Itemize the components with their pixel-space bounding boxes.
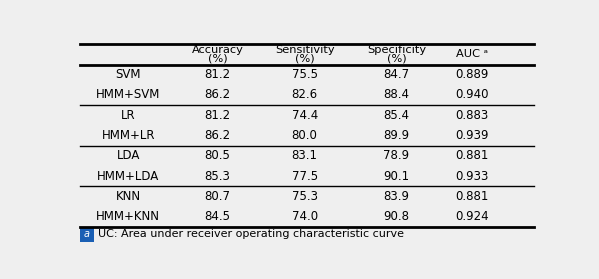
Bar (80, 227, 95, 242)
Text: 84.7: 84.7 (383, 68, 409, 81)
Text: 74.4: 74.4 (292, 109, 318, 122)
Text: 75.5: 75.5 (292, 68, 317, 81)
Text: 84.5: 84.5 (205, 210, 231, 223)
Text: 83.9: 83.9 (383, 190, 409, 203)
Text: UC: Area under receiver operating characteristic curve: UC: Area under receiver operating charac… (98, 229, 404, 239)
Text: 74.0: 74.0 (292, 210, 317, 223)
Text: 90.8: 90.8 (383, 210, 409, 223)
Text: 82.6: 82.6 (292, 88, 317, 102)
Text: Accuracy: Accuracy (192, 45, 244, 55)
Text: 83.1: 83.1 (292, 149, 317, 162)
Text: HMM+LDA: HMM+LDA (97, 170, 159, 182)
Text: 75.3: 75.3 (292, 190, 317, 203)
Text: (%): (%) (386, 54, 406, 64)
Text: a: a (84, 229, 90, 239)
Text: LDA: LDA (117, 149, 140, 162)
Text: 86.2: 86.2 (205, 129, 231, 142)
Text: Sensitivity: Sensitivity (275, 45, 334, 55)
Text: 81.2: 81.2 (205, 109, 231, 122)
Text: 0.889: 0.889 (455, 68, 488, 81)
Text: 86.2: 86.2 (205, 88, 231, 102)
Text: HMM+SVM: HMM+SVM (96, 88, 161, 102)
Text: (%): (%) (208, 54, 228, 64)
Text: 85.3: 85.3 (205, 170, 231, 182)
Text: HMM+KNN: HMM+KNN (96, 210, 161, 223)
Text: LR: LR (121, 109, 135, 122)
Text: 0.924: 0.924 (455, 210, 489, 223)
Text: 0.939: 0.939 (455, 129, 489, 142)
Text: SVM: SVM (116, 68, 141, 81)
Text: 90.1: 90.1 (383, 170, 409, 182)
Text: 0.881: 0.881 (455, 190, 488, 203)
Text: 0.883: 0.883 (455, 109, 488, 122)
Text: 77.5: 77.5 (292, 170, 317, 182)
Text: 80.0: 80.0 (292, 129, 317, 142)
Text: 0.933: 0.933 (455, 170, 488, 182)
Text: 81.2: 81.2 (205, 68, 231, 81)
Text: 80.7: 80.7 (205, 190, 231, 203)
Text: 89.9: 89.9 (383, 129, 409, 142)
Text: Specificity: Specificity (367, 45, 426, 55)
Text: AUC ᵃ: AUC ᵃ (456, 49, 488, 59)
Text: 78.9: 78.9 (383, 149, 409, 162)
Text: 80.5: 80.5 (205, 149, 231, 162)
Text: 88.4: 88.4 (383, 88, 409, 102)
Text: KNN: KNN (116, 190, 141, 203)
Text: 85.4: 85.4 (383, 109, 409, 122)
Text: 0.940: 0.940 (455, 88, 489, 102)
Text: 0.881: 0.881 (455, 149, 488, 162)
Text: (%): (%) (295, 54, 314, 64)
Text: HMM+LR: HMM+LR (101, 129, 155, 142)
